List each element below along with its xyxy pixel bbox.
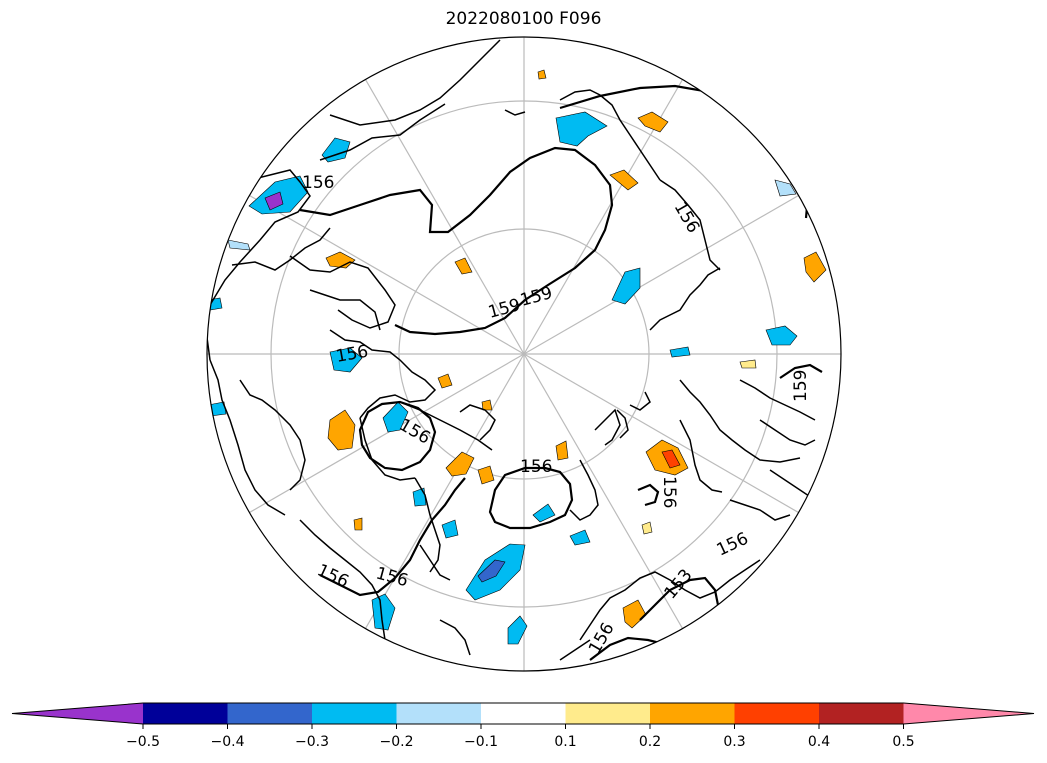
anomaly-patch-orange — [327, 409, 356, 451]
colorbar-segment — [227, 703, 313, 724]
map-title: 2022080100 F096 — [445, 9, 602, 29]
anomaly-patch-blue — [382, 401, 409, 433]
contour-label: 156 — [659, 476, 679, 508]
anomaly-patch-yellow — [739, 359, 757, 369]
colorbar-segment — [565, 703, 651, 724]
polar-stereographic-map: 159 159 156 156 156 156 156 156 156 159 … — [206, 36, 842, 672]
anomaly-patch-blue — [532, 503, 556, 523]
colorbar-tick-label: −0.4 — [211, 734, 245, 750]
anomaly-patch-orange — [477, 465, 495, 485]
colorbar-tick-label: 0.5 — [892, 734, 914, 750]
colorbar-segment — [396, 703, 482, 724]
anomaly-patch-blue — [329, 347, 363, 373]
colorbar-segment — [312, 703, 397, 724]
colorbar-segment — [650, 703, 735, 724]
anomaly-patch-orange — [454, 257, 473, 275]
anomaly-patch-orange — [637, 111, 669, 133]
anomaly-patch-blue — [441, 519, 459, 539]
contour-156-loop — [358, 400, 437, 472]
anomaly-patch-blue — [555, 111, 608, 147]
colorbar-tick-label: 0.2 — [639, 734, 661, 750]
colorbar-tick-label: −0.2 — [380, 734, 414, 750]
colorbar-tick-label: −0.5 — [126, 734, 160, 750]
map-boundary — [206, 36, 842, 672]
anomaly-shading — [207, 69, 827, 645]
coastlines — [207, 39, 816, 661]
colorbar-ticks: −0.5 −0.4 −0.3 −0.2 −0.1 0.1 0.2 0.3 0.4 0.5 — [126, 724, 915, 750]
colorbar-tick-label: −0.1 — [464, 734, 498, 750]
anomaly-patch-lightblue — [569, 529, 591, 546]
anomaly-patch-yellow — [353, 517, 363, 531]
contour-label: 159 — [791, 370, 811, 402]
colorbar-extend-max — [903, 703, 1034, 724]
anomaly-patch-blue — [321, 137, 351, 163]
anomaly-patch-orange — [609, 169, 639, 191]
contour-label: 156 — [302, 173, 334, 193]
contour-159-inner — [299, 146, 614, 336]
contour-159-east — [779, 363, 823, 379]
colorbar-tick-label: 0.1 — [554, 734, 576, 750]
colorbar-tick-label: −0.3 — [295, 734, 329, 750]
colorbar-tick-label: 0.3 — [723, 734, 745, 750]
anomaly-patch-darkblue — [477, 559, 506, 583]
colorbar-segment — [143, 703, 228, 724]
anomaly-patch-yellow — [641, 521, 653, 535]
anomaly-patch-red — [661, 449, 681, 469]
anomaly-patch-orange — [537, 69, 547, 80]
anomaly-patch-blue — [765, 325, 798, 346]
contour-156-west — [319, 477, 466, 597]
colorbar-segments — [11, 702, 1035, 725]
colorbar-tick-label: 0.4 — [808, 734, 830, 750]
anomaly-patch-orange — [445, 451, 475, 477]
anomaly-patch-orange — [622, 599, 647, 629]
anomaly-patch-orange — [555, 440, 569, 461]
anomaly-patch-yellow — [481, 399, 493, 411]
anomaly-patch-lightblue — [774, 179, 797, 197]
anomaly-patch-purple — [264, 191, 284, 211]
contour-156-south — [488, 466, 574, 530]
colorbar-segment — [734, 703, 820, 724]
anomaly-patch-orange — [325, 251, 356, 269]
anomaly-patch-blue — [371, 593, 396, 631]
anomaly-patch-orange — [803, 251, 827, 283]
colorbar-extend-min — [12, 703, 143, 724]
contour-label: 156 — [520, 457, 552, 477]
anomaly-patch-orange — [437, 373, 453, 389]
anomaly-patch-blue — [507, 615, 528, 645]
colorbar-segment — [481, 703, 566, 724]
contour-156-small — [637, 483, 660, 507]
anomaly-patch-blue — [611, 267, 641, 305]
anomaly-patch-lightblue — [669, 346, 691, 358]
colorbar-segment — [819, 703, 904, 724]
